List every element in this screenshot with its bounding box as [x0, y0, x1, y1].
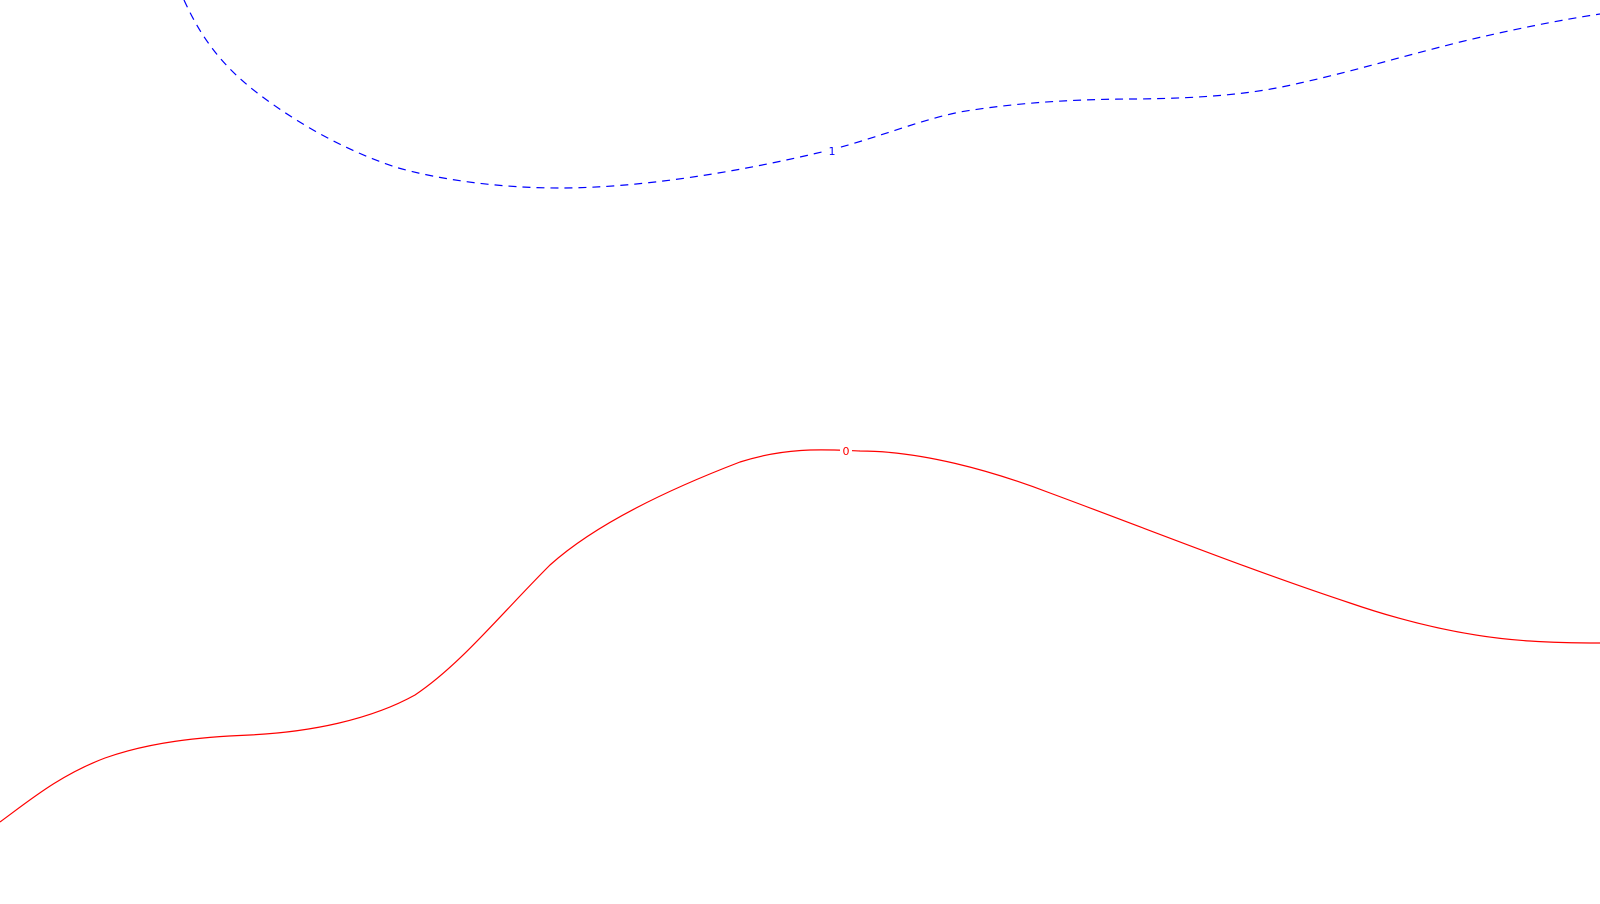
contour-label-0: 0 — [843, 445, 850, 458]
contour-label-0-background — [840, 444, 852, 457]
contour-label-1-background — [826, 144, 838, 157]
contour-line-1 — [183, 0, 1600, 189]
contour-label-1: 1 — [829, 145, 836, 158]
contour-line-0 — [0, 449, 1600, 823]
